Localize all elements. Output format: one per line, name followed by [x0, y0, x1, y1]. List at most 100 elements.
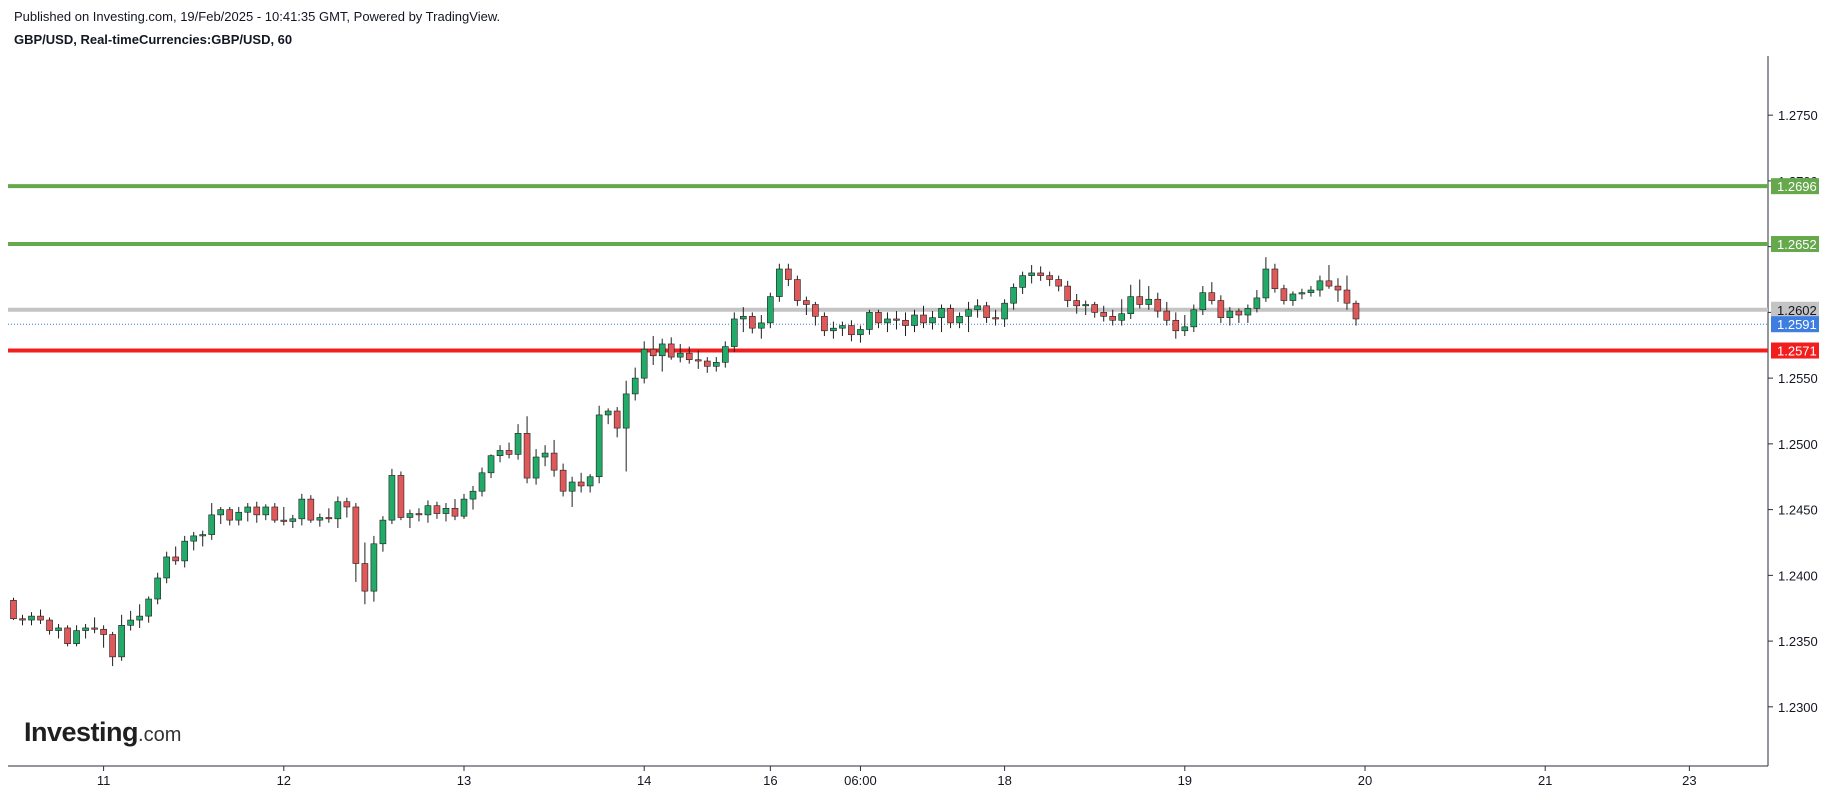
candle: [523, 416, 531, 484]
candle-body: [1091, 304, 1098, 313]
candle-body: [388, 475, 396, 521]
candle: [379, 516, 387, 552]
candle-body: [1163, 310, 1171, 321]
candle-body: [244, 506, 252, 513]
candle-body: [1244, 308, 1252, 316]
candle: [1199, 286, 1207, 316]
candle: [694, 350, 702, 369]
candle-body: [532, 456, 540, 479]
price-tick-label: 1.2550: [1778, 371, 1818, 386]
candle: [64, 625, 71, 647]
candle-body: [785, 268, 792, 280]
candle: [478, 467, 486, 497]
candle-body: [172, 556, 179, 562]
candle: [1145, 286, 1153, 310]
candle-body: [379, 519, 387, 545]
candle-body: [100, 628, 107, 635]
candle: [1010, 283, 1017, 310]
candle-body: [1334, 285, 1342, 291]
candle-body: [1046, 275, 1053, 280]
candle-body: [776, 268, 783, 297]
candle-body: [920, 314, 927, 324]
candles: [10, 257, 1360, 667]
candle: [1073, 293, 1080, 314]
candle-body: [604, 410, 612, 416]
time-tick-label: 11: [97, 773, 111, 788]
candle: [640, 341, 648, 384]
candle: [307, 495, 315, 523]
candle: [929, 311, 936, 330]
time-tick-label: 13: [457, 773, 471, 788]
candle-body: [1325, 280, 1333, 287]
candle-body: [803, 300, 810, 305]
candle-body: [523, 433, 531, 479]
candle-body: [875, 312, 882, 324]
candle: [1154, 292, 1162, 318]
candle-body: [622, 393, 630, 429]
candle: [145, 596, 152, 623]
candle: [496, 445, 504, 463]
candle: [803, 296, 810, 316]
investing-logo: Investing.com: [24, 717, 181, 748]
candle: [974, 299, 981, 318]
level-labels: 1.2696 1.2652 1.2602 1.2571 1.2591: [1771, 178, 1819, 359]
candle-body: [424, 505, 432, 516]
candle: [902, 312, 909, 337]
horizontal-levels: [8, 184, 1768, 353]
candle: [884, 312, 891, 333]
candle-body: [965, 309, 972, 317]
candle: [794, 275, 801, 306]
candle-body: [415, 513, 423, 516]
candle: [163, 551, 170, 584]
candle-body: [992, 317, 999, 320]
candle-body: [136, 615, 143, 621]
candle: [1136, 279, 1144, 309]
candle-body: [226, 509, 234, 521]
candle: [1127, 284, 1135, 319]
candle: [595, 405, 603, 484]
candle-body: [812, 304, 819, 317]
level-label-support-bg: [1771, 342, 1819, 359]
candle-body: [1343, 289, 1351, 304]
candle: [1082, 300, 1089, 316]
candle: [1262, 257, 1270, 302]
symbol-title: GBP/USD, Real-timeCurrencies:GBP/USD, 60: [14, 32, 293, 47]
candle-body: [514, 433, 522, 455]
candle: [1037, 266, 1044, 281]
candle: [875, 309, 882, 329]
candle: [622, 380, 630, 472]
candle-body: [1352, 302, 1360, 320]
candle-body: [271, 506, 279, 521]
candle: [1316, 275, 1324, 297]
candle: [550, 439, 558, 477]
candle-body: [667, 343, 675, 358]
logo-suffix: .com: [138, 724, 182, 746]
candle: [1019, 271, 1026, 294]
last-price-label-text: 1.2591: [1777, 317, 1817, 332]
candle-body: [307, 498, 315, 521]
candle-body: [541, 452, 549, 458]
candle-body: [217, 509, 225, 516]
candle: [505, 442, 513, 459]
candle-body: [1055, 279, 1062, 287]
candle: [1271, 263, 1279, 293]
candle-body: [956, 316, 963, 324]
candle: [1172, 312, 1180, 339]
price-tick-label: 1.2350: [1778, 634, 1818, 649]
candle-body: [1262, 268, 1270, 299]
candle: [983, 301, 990, 323]
candle: [1181, 315, 1189, 337]
candle: [1109, 309, 1117, 326]
candle: [226, 506, 234, 526]
candle: [343, 497, 351, 518]
level-label-resistance-text: 1.2696: [1777, 179, 1817, 194]
candle-body: [1082, 304, 1089, 307]
candle: [541, 445, 549, 467]
candle-body: [154, 577, 161, 600]
candle: [208, 503, 216, 540]
candle-body: [658, 343, 666, 357]
candle-body: [685, 352, 693, 361]
candle-body: [1307, 289, 1315, 293]
candle-body: [866, 312, 873, 330]
